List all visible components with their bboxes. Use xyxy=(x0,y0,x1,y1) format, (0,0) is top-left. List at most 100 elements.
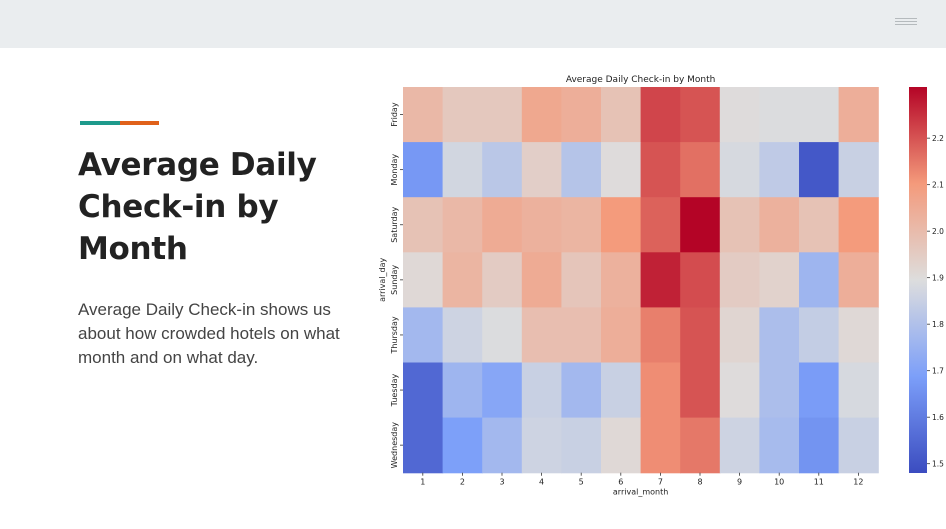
heatmap-cell xyxy=(521,197,562,253)
heatmap-cell xyxy=(521,87,562,143)
heatmap-cell xyxy=(601,87,642,143)
heatmap-cell xyxy=(759,142,800,198)
heatmap-cell xyxy=(482,417,523,474)
heatmap-cell xyxy=(759,362,800,419)
x-tick-label: 5 xyxy=(579,478,584,487)
heatmap-cell xyxy=(442,142,483,198)
heatmap-cell xyxy=(482,362,523,419)
heatmap-cell xyxy=(601,197,642,253)
y-axis-label: arrival_day xyxy=(378,258,387,302)
heatmap-cell xyxy=(680,142,721,198)
heatmap-cell xyxy=(561,87,602,143)
heatmap-cell xyxy=(561,417,602,474)
x-tick-label: 8 xyxy=(697,478,702,487)
colorbar xyxy=(909,87,927,473)
x-tick-label: 11 xyxy=(814,478,824,487)
heatmap-cell xyxy=(719,197,760,253)
heatmap-cell xyxy=(799,252,840,308)
heatmap-cell xyxy=(640,362,681,419)
heatmap-cell xyxy=(759,87,800,143)
heatmap-cell xyxy=(838,417,879,474)
heatmap-cell xyxy=(719,87,760,143)
x-tick-label: 6 xyxy=(618,478,623,487)
heatmap-cell xyxy=(482,197,523,253)
slide-title: Average Daily Check-in by Month xyxy=(78,147,317,267)
heatmap-cell xyxy=(403,417,444,474)
heatmap-cell xyxy=(442,417,483,474)
heatmap-cell xyxy=(799,362,840,419)
heatmap-cell xyxy=(561,142,602,198)
top-bar xyxy=(0,0,946,48)
heatmap-cell xyxy=(601,142,642,198)
heatmap-cell xyxy=(442,197,483,253)
heatmap-cell xyxy=(838,252,879,308)
heatmap-cell xyxy=(719,417,760,474)
heatmap-cell xyxy=(482,252,523,308)
colorbar-tick-label: 1.8 xyxy=(932,320,944,329)
x-tick-label: 4 xyxy=(539,478,544,487)
colorbar-tick-label: 1.9 xyxy=(932,274,944,283)
heatmap-cell xyxy=(403,142,444,198)
x-tick-label: 2 xyxy=(460,478,465,487)
heatmap-cell xyxy=(521,417,562,474)
colorbar-tick-label: 1.5 xyxy=(932,460,944,469)
heatmap-cell xyxy=(799,142,840,198)
heatmap-cell xyxy=(799,87,840,143)
hamburger-menu-icon[interactable] xyxy=(895,16,919,28)
heatmap-cell xyxy=(838,307,879,364)
heatmap-cell xyxy=(799,307,840,364)
heatmap-cell xyxy=(521,307,562,364)
heatmap-cell xyxy=(640,197,681,253)
heatmap-cell xyxy=(442,307,483,364)
x-tick-label: 9 xyxy=(737,478,742,487)
heatmap-cell xyxy=(561,362,602,419)
heatmap-cell xyxy=(521,362,562,419)
heatmap-cell xyxy=(442,362,483,419)
heatmap-cell xyxy=(601,417,642,474)
heatmap-cell xyxy=(640,417,681,474)
heatmap-cell xyxy=(719,142,760,198)
x-tick-label: 3 xyxy=(499,478,504,487)
heatmap-cell xyxy=(640,87,681,143)
heatmap-cell xyxy=(601,362,642,419)
heatmap-cell xyxy=(561,197,602,253)
heatmap-cell xyxy=(442,87,483,143)
y-tick-label: Tuesday xyxy=(390,374,399,408)
y-tick-label: Sunday xyxy=(390,265,399,295)
heatmap-cell xyxy=(759,417,800,474)
heatmap-cell xyxy=(403,87,444,143)
heatmap-cell xyxy=(759,307,800,364)
heatmap-cell xyxy=(442,252,483,308)
accent-bar-orange xyxy=(120,121,159,125)
heatmap-cell xyxy=(838,197,879,253)
heatmap-cell xyxy=(680,362,721,419)
colorbar-tick-label: 2.1 xyxy=(932,181,944,190)
heatmap-cell xyxy=(403,362,444,419)
heatmap-cell xyxy=(838,142,879,198)
colorbar-tick-label: 2.0 xyxy=(932,227,944,236)
y-tick-label: Thursday xyxy=(390,316,399,354)
heatmap-cell xyxy=(680,417,721,474)
heatmap-cell xyxy=(521,142,562,198)
y-tick-label: Friday xyxy=(390,102,399,127)
heatmap-cell xyxy=(680,87,721,143)
y-tick-label: Wednesday xyxy=(390,422,399,469)
heatmap-cell xyxy=(719,307,760,364)
chart-title: Average Daily Check-in by Month xyxy=(566,75,716,85)
heatmap-cell xyxy=(799,197,840,253)
heatmap-cell xyxy=(403,252,444,308)
y-tick-label: Saturday xyxy=(390,206,399,242)
heatmap-cell xyxy=(640,252,681,308)
heatmap-cell xyxy=(482,307,523,364)
heatmap-cell xyxy=(799,417,840,474)
accent-bar-teal xyxy=(80,121,120,125)
x-tick-label: 1 xyxy=(420,478,425,487)
heatmap-cell xyxy=(403,197,444,253)
colorbar-tick-label: 1.7 xyxy=(932,367,944,376)
heatmap-cell xyxy=(561,252,602,308)
heatmap-cell xyxy=(482,142,523,198)
heatmap-cell xyxy=(680,197,721,253)
colorbar-tick-label: 2.2 xyxy=(932,134,944,143)
heatmap-cell xyxy=(640,307,681,364)
